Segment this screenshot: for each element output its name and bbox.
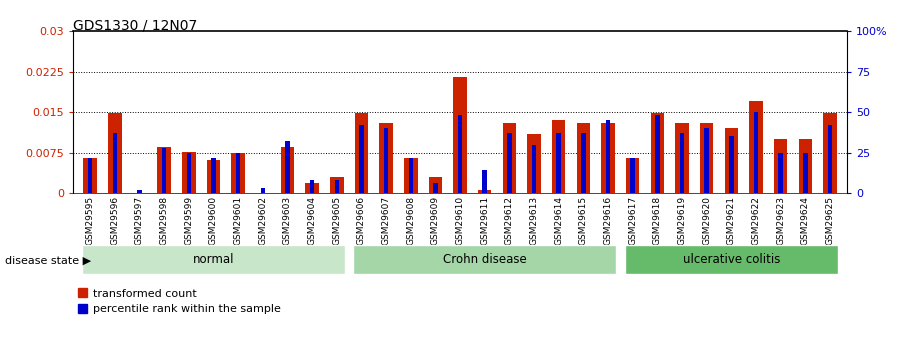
Text: normal: normal xyxy=(193,253,234,266)
Bar xyxy=(108,113,121,193)
Bar xyxy=(310,180,314,193)
Text: GDS1330 / 12N07: GDS1330 / 12N07 xyxy=(73,19,197,33)
Bar xyxy=(753,112,758,193)
Bar xyxy=(404,158,417,193)
Bar xyxy=(749,101,763,193)
Bar xyxy=(626,158,640,193)
Bar xyxy=(532,145,537,193)
Bar xyxy=(285,141,290,193)
Bar xyxy=(824,113,836,193)
Bar xyxy=(773,139,787,193)
Bar xyxy=(606,120,610,193)
Bar xyxy=(507,133,512,193)
Bar xyxy=(379,123,393,193)
Bar xyxy=(207,160,220,193)
Text: Crohn disease: Crohn disease xyxy=(443,253,527,266)
Bar xyxy=(655,115,660,193)
FancyBboxPatch shape xyxy=(353,245,616,274)
Bar xyxy=(458,115,462,193)
Bar xyxy=(113,133,117,193)
Bar xyxy=(700,123,713,193)
Bar xyxy=(187,152,191,193)
Bar xyxy=(552,120,566,193)
Bar xyxy=(577,123,590,193)
Bar xyxy=(211,158,216,193)
Bar xyxy=(729,136,733,193)
Bar xyxy=(581,133,586,193)
Legend: transformed count, percentile rank within the sample: transformed count, percentile rank withi… xyxy=(78,288,281,314)
Bar xyxy=(483,170,487,193)
Bar xyxy=(182,152,196,193)
Bar xyxy=(557,133,561,193)
Bar xyxy=(724,128,738,193)
Bar xyxy=(704,128,709,193)
Bar xyxy=(138,190,142,193)
Bar xyxy=(428,177,442,193)
Bar xyxy=(330,177,343,193)
Bar xyxy=(650,113,664,193)
Bar xyxy=(231,152,245,193)
Bar xyxy=(305,184,319,193)
Bar xyxy=(88,158,92,193)
Bar xyxy=(778,152,783,193)
Bar xyxy=(828,125,832,193)
Bar xyxy=(433,184,437,193)
Bar xyxy=(281,147,294,193)
Bar xyxy=(503,123,517,193)
Bar xyxy=(359,125,363,193)
FancyBboxPatch shape xyxy=(82,245,344,274)
Bar xyxy=(236,152,241,193)
Bar xyxy=(162,148,167,193)
Bar xyxy=(527,134,541,193)
Bar xyxy=(261,188,265,193)
Bar xyxy=(408,158,413,193)
Bar xyxy=(804,152,807,193)
Bar xyxy=(158,147,171,193)
Bar xyxy=(601,123,615,193)
Bar xyxy=(454,77,466,193)
Text: ulcerative colitis: ulcerative colitis xyxy=(682,253,780,266)
Bar xyxy=(630,158,635,193)
Bar xyxy=(680,133,684,193)
Text: disease state ▶: disease state ▶ xyxy=(5,256,91,265)
Bar xyxy=(799,139,812,193)
Bar xyxy=(478,190,492,193)
Bar xyxy=(354,113,368,193)
FancyBboxPatch shape xyxy=(625,245,838,274)
Bar xyxy=(675,123,689,193)
Bar xyxy=(334,180,339,193)
Bar xyxy=(384,128,388,193)
Bar xyxy=(84,158,97,193)
